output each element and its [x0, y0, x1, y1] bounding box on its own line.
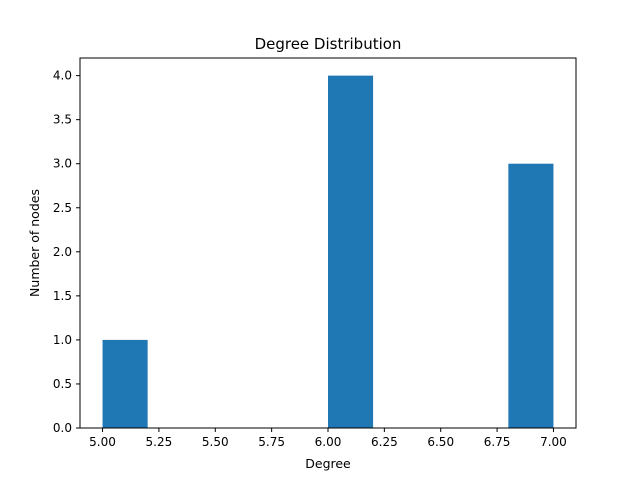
y-tick-label: 3.0 [53, 157, 72, 171]
y-axis-ticks: 0.0 0.5 1.0 1.5 2.0 2.5 3.0 3.5 4.0 [53, 69, 80, 435]
y-axis-label: Number of nodes [27, 189, 42, 297]
x-tick-label: 6.50 [427, 435, 454, 449]
x-axis-ticks: 5.00 5.25 5.50 5.75 6.00 6.25 6.50 6.75 7.00 [89, 428, 567, 449]
y-tick-label: 1.5 [53, 289, 72, 303]
bars-group [102, 75, 554, 428]
x-tick-label: 7.00 [540, 435, 567, 449]
y-tick-label: 1.0 [53, 333, 72, 347]
x-axis-label: Degree [305, 456, 351, 471]
x-tick-label: 6.25 [371, 435, 398, 449]
x-tick-label: 6.00 [315, 435, 342, 449]
chart-title: Degree Distribution [255, 35, 402, 53]
y-tick-label: 2.0 [53, 245, 72, 259]
x-tick-label: 5.50 [202, 435, 229, 449]
y-tick-label: 0.5 [53, 377, 72, 391]
x-tick-label: 5.00 [89, 435, 116, 449]
histogram-bar-5 [328, 75, 374, 428]
histogram-bar-0 [102, 339, 148, 428]
histogram-bar-9 [508, 163, 554, 428]
y-tick-label: 4.0 [53, 69, 72, 83]
y-tick-label: 0.0 [53, 421, 72, 435]
x-tick-label: 5.25 [146, 435, 173, 449]
y-tick-label: 2.5 [53, 201, 72, 215]
y-tick-label: 3.5 [53, 113, 72, 127]
x-tick-label: 5.75 [258, 435, 285, 449]
x-tick-label: 6.75 [484, 435, 511, 449]
